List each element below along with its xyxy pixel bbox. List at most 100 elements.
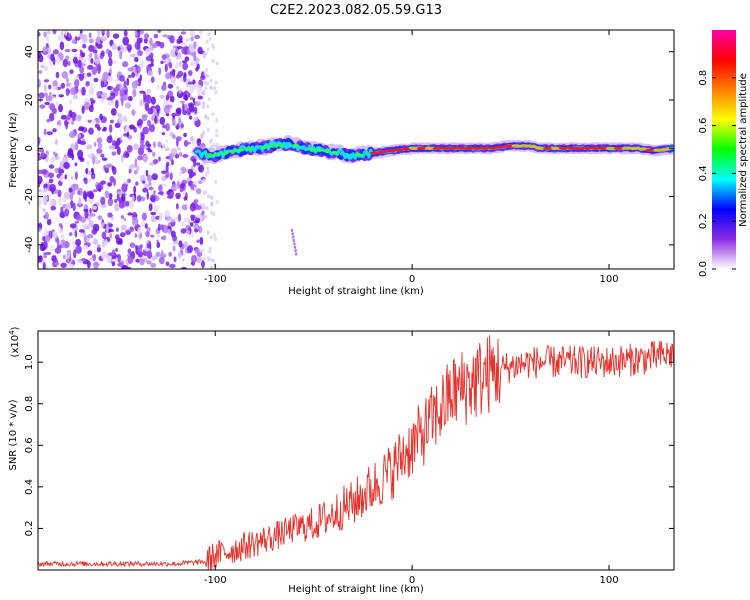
noise-blob	[55, 156, 60, 161]
heatmap-noise-region	[38, 30, 219, 269]
noise-blob	[62, 58, 69, 68]
noise-blob	[69, 191, 74, 201]
noise-blob	[94, 52, 98, 60]
noise-blob	[131, 194, 135, 203]
noise-blob	[68, 99, 73, 105]
noise-haze	[205, 67, 209, 72]
noise-blob	[139, 143, 145, 150]
track-core-segment	[331, 151, 339, 155]
track-core-segment	[613, 146, 624, 150]
noise-haze	[206, 74, 210, 79]
noise-haze	[206, 166, 210, 171]
noise-blob	[56, 120, 61, 126]
noise-blob	[52, 49, 59, 55]
noise-blob	[147, 107, 154, 115]
y-tick-label: 40	[24, 45, 35, 58]
snr-y-multiplier-exp: 4	[8, 330, 16, 335]
noise-blob	[146, 89, 151, 94]
noise-blob	[69, 130, 76, 139]
track-core-segment	[292, 143, 300, 148]
noise-blob	[58, 197, 62, 206]
noise-blob	[106, 225, 109, 234]
noise-blob	[50, 205, 57, 211]
noise-blob	[75, 238, 82, 247]
noise-blob	[97, 215, 103, 221]
noise-blob	[167, 228, 171, 235]
noise-blob	[74, 229, 78, 238]
noise-blob	[55, 56, 61, 64]
noise-blob	[87, 153, 92, 159]
noise-blob	[121, 193, 126, 202]
x-tick-label: 0	[409, 274, 415, 285]
noise-blob	[129, 164, 136, 169]
noise-blob	[188, 37, 191, 41]
noise-blob	[187, 245, 194, 253]
noise-blob	[193, 186, 197, 192]
noise-blob	[82, 244, 89, 250]
noise-blob	[137, 50, 144, 57]
noise-blob	[129, 242, 136, 248]
noise-blob	[83, 177, 88, 185]
noise-blob	[168, 188, 173, 193]
noise-blob	[81, 33, 88, 43]
noise-haze	[209, 258, 213, 263]
noise-blob	[69, 87, 76, 96]
noise-blob	[107, 182, 113, 187]
noise-blob	[87, 119, 92, 124]
noise-blob	[82, 43, 87, 49]
noise-blob	[46, 35, 50, 42]
noise-blob	[119, 232, 126, 238]
noise-blob	[165, 94, 170, 101]
noise-blob	[126, 43, 133, 52]
noise-blob	[45, 95, 53, 102]
noise-blob	[117, 46, 121, 51]
noise-haze	[204, 114, 208, 119]
noise-blob	[100, 222, 105, 227]
noise-blob	[198, 225, 203, 234]
track-core-segment	[308, 147, 316, 151]
noise-blob	[150, 262, 157, 268]
noise-blob	[86, 72, 92, 77]
noise-blob	[88, 38, 94, 44]
noise-blob	[96, 43, 103, 49]
noise-blob	[91, 205, 98, 210]
track-core-segment	[245, 147, 253, 151]
noise-blob	[100, 80, 105, 88]
noise-blob	[43, 229, 49, 237]
noise-blob	[155, 251, 161, 257]
track-core-segment	[487, 146, 498, 150]
noise-blob	[192, 97, 196, 104]
noise-blob	[70, 175, 74, 180]
noise-haze	[214, 179, 218, 184]
noise-blob	[104, 238, 108, 247]
y-tick-label: 20	[24, 94, 35, 107]
noise-blob	[162, 34, 169, 38]
noise-blob	[87, 64, 94, 70]
noise-blob	[189, 96, 194, 100]
track-core-segment	[598, 146, 609, 150]
track-core-segment	[377, 150, 388, 154]
snr-x-axis-label: Height of straight line (km)	[288, 584, 424, 595]
noise-blob	[171, 118, 176, 126]
noise-blob	[127, 212, 133, 216]
noise-blob	[107, 75, 114, 83]
noise-blob	[166, 195, 174, 199]
noise-blob	[201, 210, 205, 215]
noise-blob	[58, 223, 63, 227]
noise-blob	[44, 92, 48, 97]
noise-blob	[38, 152, 41, 157]
noise-haze	[214, 90, 218, 95]
noise-blob	[72, 202, 76, 212]
noise-blob	[93, 262, 100, 267]
noise-blob	[173, 216, 179, 222]
noise-blob	[168, 62, 173, 69]
noise-blob	[152, 141, 157, 148]
noise-blob	[142, 126, 150, 135]
noise-blob	[116, 138, 121, 147]
noise-blob	[72, 240, 76, 249]
noise-haze	[201, 132, 205, 137]
noise-blob	[42, 208, 46, 213]
track-core-segment	[363, 152, 371, 156]
outlier-streak	[293, 242, 296, 246]
noise-blob	[151, 115, 154, 122]
